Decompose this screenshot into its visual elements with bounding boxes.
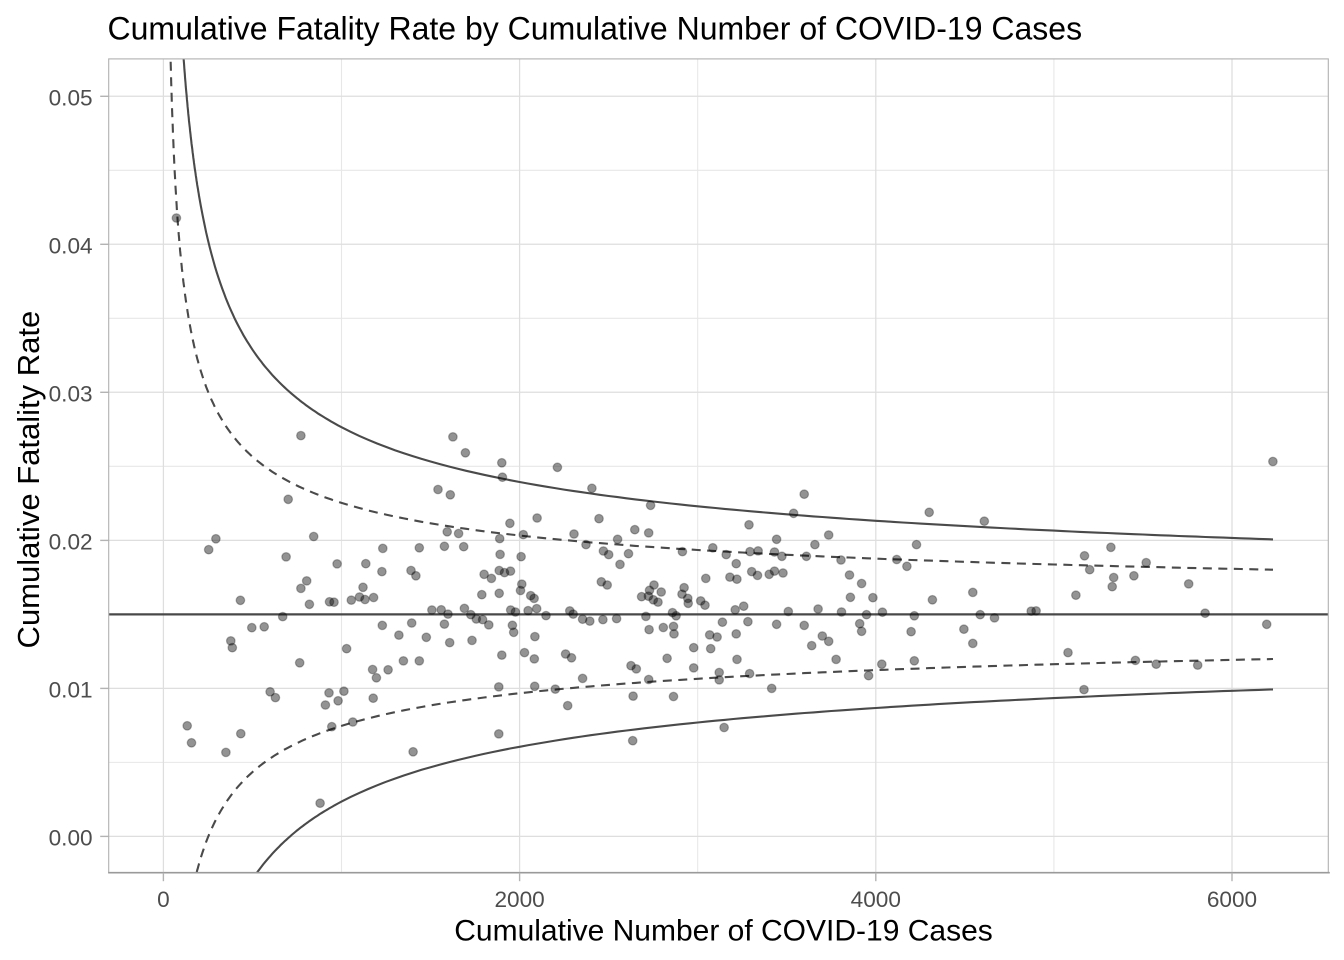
svg-text:Cumulative Number of COVID-19: Cumulative Number of COVID-19 Cases bbox=[454, 915, 993, 948]
svg-text:0.01: 0.01 bbox=[49, 678, 93, 703]
svg-text:Cumulative Fatality Rate: Cumulative Fatality Rate bbox=[11, 311, 46, 649]
svg-text:6000: 6000 bbox=[1207, 887, 1257, 912]
svg-text:0: 0 bbox=[157, 887, 170, 912]
svg-text:2000: 2000 bbox=[494, 887, 544, 912]
svg-text:0.04: 0.04 bbox=[49, 234, 93, 259]
svg-text:0.05: 0.05 bbox=[49, 86, 93, 111]
svg-text:4000: 4000 bbox=[851, 887, 901, 912]
svg-text:0.00: 0.00 bbox=[49, 826, 93, 851]
svg-text:0.03: 0.03 bbox=[49, 382, 93, 407]
svg-text:Cumulative Fatality Rate by Cu: Cumulative Fatality Rate by Cumulative N… bbox=[108, 10, 1083, 46]
svg-text:0.02: 0.02 bbox=[49, 530, 93, 555]
